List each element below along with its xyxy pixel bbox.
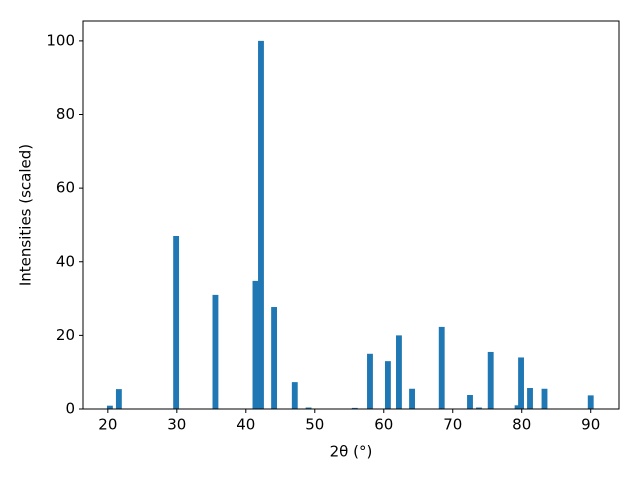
bar [115, 389, 122, 409]
plot-frame [82, 20, 620, 410]
bar [518, 357, 524, 409]
bar [173, 235, 180, 409]
bar [252, 280, 259, 409]
x-tick-label: 30 [167, 416, 186, 434]
y-axis-label: Intensities (scaled) [17, 144, 35, 286]
bar [587, 395, 594, 409]
bar [258, 40, 264, 409]
bar [351, 407, 358, 409]
y-tick-label: 80 [56, 105, 75, 123]
x-tick-label: 40 [236, 416, 255, 434]
x-tick-label: 50 [305, 416, 324, 434]
x-tick-label: 80 [512, 416, 531, 434]
bar [438, 326, 445, 409]
bar [212, 294, 219, 409]
x-tick-label: 70 [443, 416, 462, 434]
y-tick-label: 40 [56, 252, 75, 270]
y-tick-label: 0 [65, 400, 75, 418]
bar [271, 307, 278, 409]
bar [467, 395, 473, 409]
bar [305, 407, 312, 409]
y-tick-label: 100 [46, 31, 75, 49]
x-tick-label: 20 [98, 416, 117, 434]
bar [106, 405, 113, 409]
bar [384, 361, 391, 409]
x-tick-label: 90 [581, 416, 600, 434]
bar [367, 353, 373, 409]
bar [476, 407, 482, 409]
bar [291, 382, 298, 409]
x-axis-label: 2θ (°) [330, 443, 373, 461]
bar [487, 351, 494, 409]
x-tick-label: 60 [374, 416, 393, 434]
bar [409, 388, 415, 409]
bar [527, 388, 533, 409]
bar [541, 388, 548, 409]
bar [396, 335, 402, 409]
y-tick-label: 60 [56, 179, 75, 197]
y-tick-label: 20 [56, 326, 75, 344]
bar [514, 405, 521, 409]
